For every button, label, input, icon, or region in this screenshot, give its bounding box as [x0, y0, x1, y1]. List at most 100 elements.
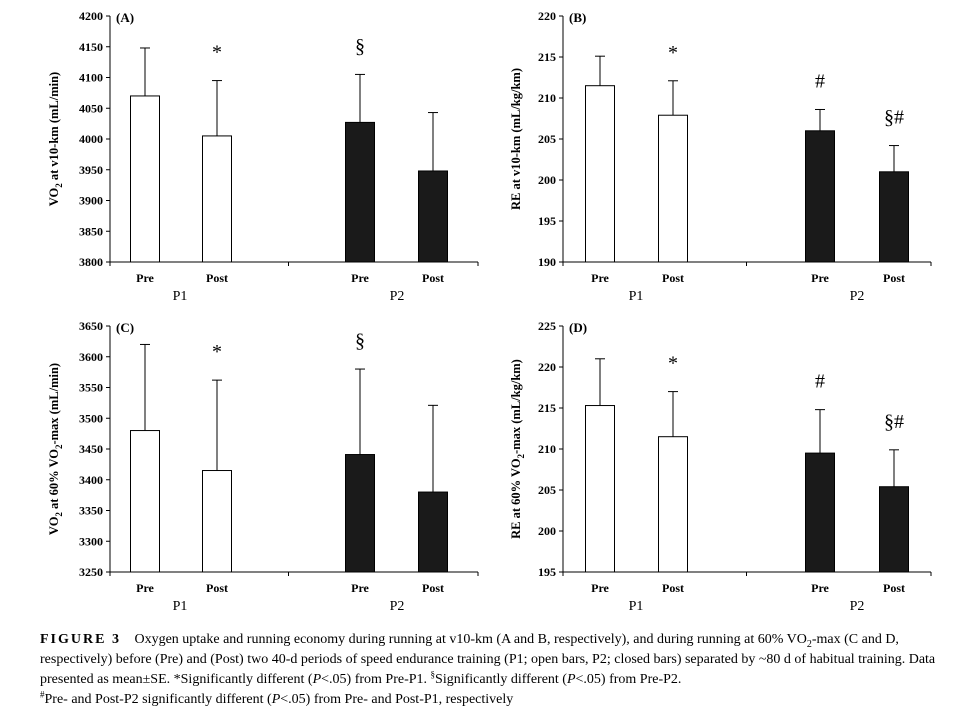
- bar-pre-p2: [345, 454, 375, 573]
- significance-marker: §: [355, 35, 365, 57]
- x-category-label: Pre: [136, 581, 154, 595]
- chart-panel-4: 195 200 205 210 215 220 225 Pre Post * Pre # Post §# P…: [509, 319, 932, 614]
- y-tick-label: 3400: [79, 473, 103, 487]
- figure-caption: FIGURE 3 Oxygen uptake and running econo…: [40, 630, 940, 710]
- group-label-p1: P1: [173, 289, 188, 304]
- y-tick-label: 195: [538, 565, 556, 579]
- caption-p-1: P: [312, 672, 322, 687]
- y-tick-label: 215: [538, 401, 556, 415]
- group-label-p1: P1: [629, 599, 644, 614]
- y-tick-label: 3650: [79, 319, 103, 333]
- significance-marker: §#: [884, 411, 904, 433]
- bar-post-p1: [658, 114, 688, 263]
- bar-pre-p2: [345, 121, 375, 263]
- y-tick-label: 4150: [79, 40, 103, 54]
- x-category-label: Post: [662, 581, 684, 595]
- y-tick-label: 210: [538, 442, 556, 456]
- group-label-p2: P2: [850, 599, 865, 614]
- y-tick-label: 4000: [79, 132, 103, 146]
- group-label-p2: P2: [850, 289, 865, 304]
- bar-post-p2: [418, 491, 448, 573]
- x-category-label: Pre: [351, 271, 369, 285]
- y-tick-label: 3500: [79, 411, 103, 425]
- caption-text-2: -max (C and D, respectively) before (Pre…: [40, 632, 936, 687]
- y-axis-label: RE at v10-km (mL/kg/km): [509, 68, 523, 210]
- bar-pre-p1: [130, 430, 160, 573]
- y-tick-label: 3350: [79, 504, 103, 518]
- y-tick-label: 3250: [79, 565, 103, 579]
- caption-sup-hash: #: [40, 689, 45, 700]
- y-tick-label: 200: [538, 524, 556, 538]
- y-tick-label: 215: [538, 50, 556, 64]
- bar-post-p2: [879, 171, 909, 263]
- caption-text-4: Significantly different (: [435, 672, 567, 687]
- significance-marker: #: [815, 371, 825, 393]
- y-axis-label: VO2 at v10-km (mL/min): [47, 72, 64, 206]
- bar-post-p1: [202, 135, 232, 263]
- y-tick-label: 3950: [79, 163, 103, 177]
- y-tick-label: 190: [538, 255, 556, 269]
- y-tick-label: 3300: [79, 534, 103, 548]
- caption-label: FIGURE 3: [40, 632, 121, 647]
- y-tick-label: 200: [538, 173, 556, 187]
- bar-post-p2: [418, 170, 448, 263]
- panel-letter: (B): [569, 10, 586, 25]
- y-tick-label: 3900: [79, 194, 103, 208]
- x-category-label: Pre: [351, 581, 369, 595]
- x-category-label: Post: [662, 271, 684, 285]
- bar-pre-p1: [130, 95, 160, 263]
- bar-pre-p2: [805, 130, 835, 263]
- y-axis-label: VO2 at 60% VO2-max (mL/min): [47, 363, 64, 535]
- bar-post-p1: [658, 436, 688, 573]
- y-tick-label: 4050: [79, 101, 103, 115]
- x-category-label: Post: [883, 271, 905, 285]
- caption-sub-1: 2: [806, 638, 812, 650]
- y-tick-label: 4100: [79, 71, 103, 85]
- x-category-label: Post: [422, 271, 444, 285]
- caption-text-3: <.05) from Pre-P1.: [321, 672, 431, 687]
- y-tick-label: 205: [538, 483, 556, 497]
- group-label-p2: P2: [390, 599, 405, 614]
- bar-pre-p1: [585, 85, 615, 263]
- y-tick-label: 3550: [79, 381, 103, 395]
- y-tick-label: 195: [538, 214, 556, 228]
- bar-post-p2: [879, 486, 909, 573]
- x-category-label: Pre: [591, 581, 609, 595]
- x-category-label: Post: [206, 581, 228, 595]
- y-tick-label: 210: [538, 91, 556, 105]
- caption-text-7: <.05) from Pre- and Post-P1, respectivel…: [280, 692, 514, 707]
- caption-sup-section: §: [430, 669, 436, 680]
- chart-panel-3: 3250 3300 3350 3400 3450 3500 3550 3600 3650 Pre P…: [47, 319, 479, 614]
- significance-marker: *: [668, 42, 678, 64]
- significance-marker: §#: [884, 107, 904, 129]
- y-tick-label: 205: [538, 132, 556, 146]
- bar-post-p1: [202, 470, 232, 573]
- figure-panels: 3800 3850 3900 3950 4000 4050 4100 4150 4200 Pre P…: [47, 9, 932, 614]
- y-tick-label: 3850: [79, 224, 103, 238]
- group-label-p2: P2: [390, 289, 405, 304]
- y-tick-label: 4200: [79, 9, 103, 23]
- x-category-label: Pre: [591, 271, 609, 285]
- y-tick-label: 3600: [79, 350, 103, 364]
- panel-letter: (A): [116, 10, 134, 25]
- y-tick-label: 3800: [79, 255, 103, 269]
- caption-text-5: <.05) from Pre-P2.: [575, 672, 682, 687]
- y-tick-label: 225: [538, 319, 556, 333]
- significance-marker: #: [815, 70, 825, 92]
- caption-text-1: Oxygen uptake and running economy during…: [134, 632, 807, 647]
- x-category-label: Post: [206, 271, 228, 285]
- caption-p-3: P: [271, 692, 281, 707]
- x-category-label: Post: [883, 581, 905, 595]
- group-label-p1: P1: [173, 599, 188, 614]
- x-category-label: Pre: [136, 271, 154, 285]
- significance-marker: *: [668, 353, 678, 375]
- chart-panel-2: 190 195 200 205 210 215 220 Pre Post * Pre # Post §# P…: [509, 9, 932, 304]
- y-axis-label: RE at 60% VO2-max (mL/kg/km): [509, 359, 526, 539]
- y-tick-label: 3450: [79, 442, 103, 456]
- chart-panel-1: 3800 3850 3900 3950 4000 4050 4100 4150 4200 Pre P…: [47, 9, 479, 304]
- group-label-p1: P1: [629, 289, 644, 304]
- x-category-label: Post: [422, 581, 444, 595]
- y-tick-label: 220: [538, 360, 556, 374]
- panel-letter: (C): [116, 320, 134, 335]
- bar-pre-p1: [585, 405, 615, 573]
